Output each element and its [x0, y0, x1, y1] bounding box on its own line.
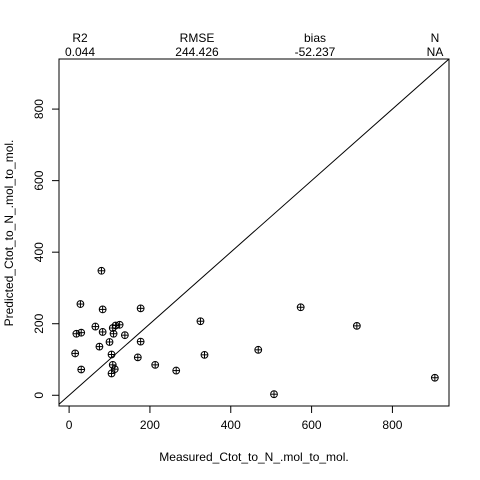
- stat-value-n: NA: [427, 45, 444, 59]
- data-point: [254, 345, 263, 354]
- data-point: [296, 303, 305, 312]
- data-point: [352, 321, 361, 330]
- data-point: [200, 350, 209, 359]
- data-point: [108, 360, 117, 369]
- data-point: [430, 373, 439, 382]
- data-point: [98, 305, 107, 314]
- data-point: [77, 365, 86, 374]
- x-tick-label: 0: [66, 418, 73, 432]
- y-tick-label: 400: [32, 242, 46, 262]
- data-point: [77, 328, 86, 337]
- data-point: [115, 320, 124, 329]
- data-point: [76, 300, 85, 308]
- data-point: [71, 349, 80, 358]
- y-axis-title: Predicted_Ctot_to_N_.mol_to_mol.: [2, 140, 16, 327]
- data-point: [196, 317, 205, 326]
- data-point: [120, 331, 129, 340]
- one-to-one-line: [58, 58, 450, 405]
- data-point: [109, 329, 118, 338]
- stats-row: R2 0.044 RMSE 244.426 bias -52.237 N NA: [65, 31, 443, 59]
- data-point: [72, 329, 81, 338]
- data-point: [107, 369, 116, 378]
- y-tick-label: 200: [32, 313, 46, 333]
- data-point: [95, 342, 104, 351]
- data-point: [172, 366, 181, 375]
- data-point: [105, 338, 114, 346]
- x-axis-title: Measured_Ctot_to_N_.mol_to_mol.: [159, 450, 348, 464]
- stat-value-r2: 0.044: [65, 45, 95, 59]
- points-layer: [71, 266, 439, 399]
- data-point: [133, 353, 142, 362]
- stat-value-rmse: 244.426: [175, 45, 219, 59]
- stat-value-bias: -52.237: [295, 45, 336, 59]
- data-point: [107, 350, 116, 359]
- x-tick-label: 400: [221, 418, 241, 432]
- y-tick-label: 600: [32, 170, 46, 190]
- data-point: [98, 328, 107, 336]
- x-axis: 0 200 400 600 800: [66, 406, 403, 432]
- data-point: [136, 304, 145, 313]
- x-tick-label: 800: [382, 418, 402, 432]
- stat-label-bias: bias: [304, 31, 326, 45]
- data-point: [97, 266, 106, 275]
- x-tick-label: 200: [140, 418, 160, 432]
- reference-line-layer: [58, 58, 450, 405]
- data-point: [270, 390, 278, 399]
- stat-label-n: N: [431, 31, 440, 45]
- y-axis: 0 200 400 600 800: [32, 99, 59, 399]
- y-tick-label: 800: [32, 99, 46, 119]
- y-tick-label: 0: [32, 392, 46, 399]
- data-point: [91, 322, 100, 331]
- stat-label-r2: R2: [72, 31, 88, 45]
- data-point: [136, 337, 145, 346]
- plot-frame: [58, 58, 450, 407]
- stat-label-rmse: RMSE: [180, 31, 215, 45]
- x-tick-label: 600: [302, 418, 322, 432]
- data-point: [151, 360, 160, 369]
